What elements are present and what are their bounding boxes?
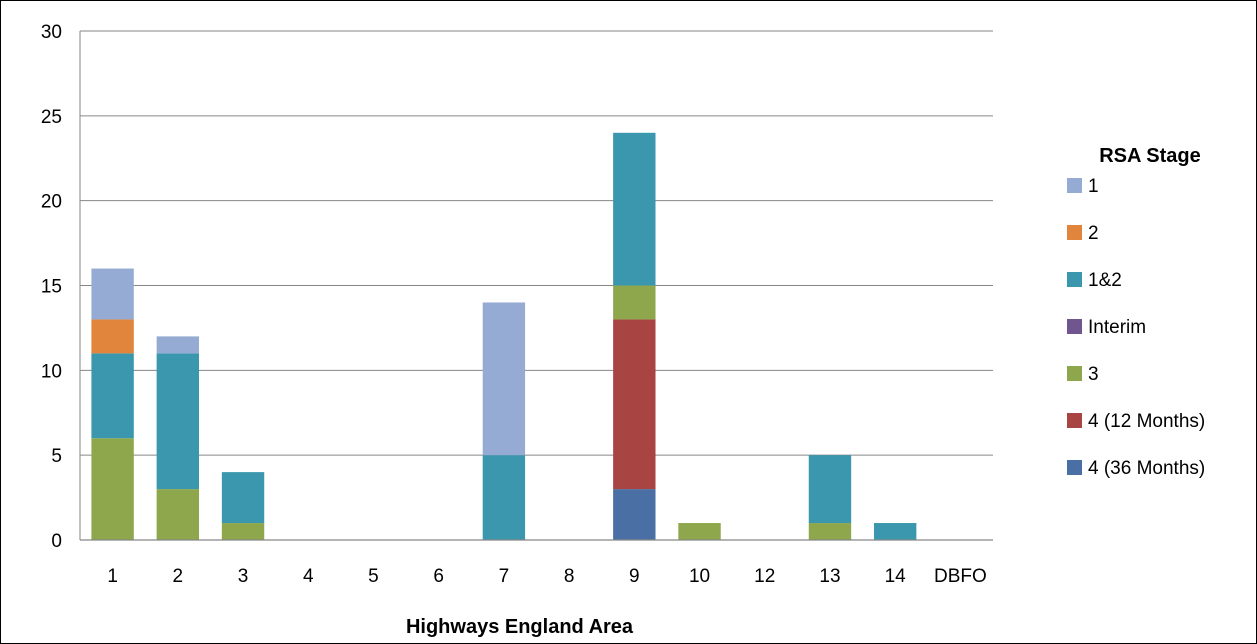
y-tick-label: 5	[51, 446, 62, 467]
bar-segment	[91, 319, 134, 354]
bar-segment	[156, 353, 200, 490]
legend-title: RSA Stage	[1099, 145, 1201, 167]
y-tick-label: 10	[41, 361, 62, 382]
bar-segment	[613, 319, 656, 490]
legend-items: 1 2 1&2 Interim 3 4 (12 Months) 4 (36 Months)	[1067, 176, 1205, 479]
bar-segment	[482, 455, 526, 540]
legend-swatch	[1067, 366, 1082, 381]
bar-segment	[678, 523, 721, 540]
x-tick-label: 6	[433, 566, 444, 587]
y-axis-tick-labels: 0 5 10 15 20 25 30	[41, 22, 62, 552]
x-tick-label: 1	[107, 566, 118, 587]
bars	[91, 132, 917, 540]
legend: RSA Stage 1 2 1&2 Interim 3 4 (12 Months) 4 (3…	[1067, 145, 1205, 479]
bar-segment	[91, 438, 134, 540]
y-tick-label: 30	[41, 22, 62, 43]
legend-swatch	[1067, 413, 1082, 428]
y-tick-label: 15	[41, 277, 62, 298]
legend-label: Interim	[1088, 317, 1146, 338]
legend-swatch	[1067, 319, 1082, 334]
x-tick-label: 8	[564, 566, 575, 587]
bar-segment	[613, 132, 656, 286]
gridlines	[79, 30, 993, 540]
bar-segment	[808, 523, 852, 540]
x-tick-label: 9	[629, 566, 640, 587]
legend-swatch	[1067, 225, 1082, 240]
bar-segment	[873, 523, 917, 540]
x-tick-label: 14	[885, 566, 907, 587]
x-axis-tick-labels: 1 2 3 4 5 6 7 8 9 10 12 13 14 DBFO	[107, 566, 986, 587]
x-tick-label: 2	[173, 566, 184, 587]
x-tick-label: 3	[238, 566, 249, 587]
x-tick-label: 10	[689, 566, 710, 587]
y-tick-label: 25	[41, 107, 62, 128]
x-tick-label: 4	[303, 566, 314, 587]
bar-segment	[808, 455, 852, 524]
legend-label: 1&2	[1088, 270, 1122, 291]
bar-segment	[156, 489, 200, 540]
bar-segment	[221, 472, 265, 524]
bar-segment	[221, 523, 265, 540]
x-axis-title: Highways England Area	[406, 616, 634, 638]
x-tick-label: 5	[368, 566, 379, 587]
bar-segment	[482, 302, 526, 456]
x-tick-label: 12	[754, 566, 775, 587]
legend-label: 4 (12 Months)	[1088, 411, 1205, 432]
y-tick-label: 0	[51, 531, 62, 552]
legend-swatch	[1067, 178, 1082, 193]
x-tick-label: 13	[819, 566, 840, 587]
bar-segment	[613, 285, 656, 320]
legend-swatch	[1067, 460, 1082, 475]
legend-label: 2	[1088, 223, 1099, 244]
legend-swatch	[1067, 272, 1082, 287]
legend-label: 4 (36 Months)	[1088, 458, 1205, 479]
y-tick-label: 20	[41, 192, 62, 213]
x-tick-label: DBFO	[934, 566, 987, 587]
legend-label: 3	[1088, 364, 1099, 385]
bar-segment	[91, 268, 134, 320]
bar-segment	[613, 489, 656, 540]
bar-segment	[91, 353, 134, 439]
bar-segment	[156, 336, 200, 354]
legend-label: 1	[1088, 176, 1099, 197]
x-tick-label: 7	[499, 566, 510, 587]
